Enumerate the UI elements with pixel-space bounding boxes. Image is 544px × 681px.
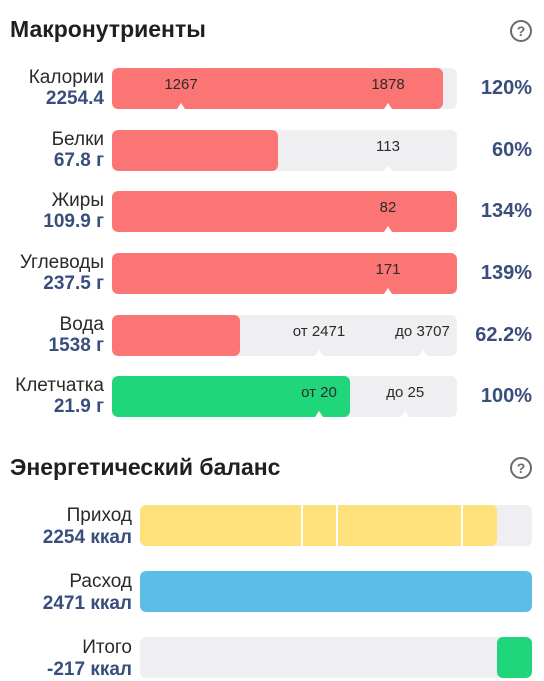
energy-value: -217 ккал — [47, 659, 132, 680]
macro-name: Калории — [28, 67, 104, 88]
macro-name: Белки — [51, 129, 104, 150]
macro-target-tick — [418, 350, 427, 356]
macro-progress-bar: 113 — [112, 130, 457, 171]
macro-label: Калории 2254.4 — [29, 67, 104, 109]
energy-name: Приход — [66, 505, 132, 526]
macro-name: Вода — [59, 314, 104, 335]
energy-segment-divider — [300, 505, 303, 546]
energy-row: Итого -217 ккал — [0, 635, 544, 681]
macro-label: Клетчатка 21.9 г — [15, 375, 104, 417]
macro-progress-bar: 82 — [112, 191, 457, 232]
energy-label: Расход 2471 ккал — [43, 571, 132, 615]
macro-target-tick — [315, 350, 323, 356]
macro-target-label: до 3707 — [395, 323, 450, 340]
macro-progress-fill — [112, 376, 351, 417]
macro-value: 2254.4 — [45, 88, 104, 109]
macro-progress-bar: 171 — [112, 253, 457, 294]
macro-percent: 62.2% — [475, 324, 532, 346]
energy-section-title: Энергетический баланс — [10, 454, 281, 480]
macro-target-tick — [384, 103, 392, 109]
macro-target-label: до 25 — [386, 384, 425, 401]
macro-value: 237.5 г — [43, 273, 104, 294]
energy-label: Итого -217 ккал — [47, 637, 132, 681]
energy-progress-bar — [140, 571, 532, 612]
macro-percent: 120% — [480, 77, 532, 99]
macro-progress-bar: от 20 до 25 — [112, 376, 457, 417]
energy-name: Итого — [82, 637, 132, 658]
macro-name: Жиры — [51, 190, 104, 211]
macro-percent: 100% — [480, 385, 532, 407]
macro-target-tick — [384, 226, 392, 232]
macro-progress-fill — [112, 68, 444, 109]
macro-target-label: 113 — [376, 138, 400, 155]
macro-name: Углеводы — [19, 252, 104, 273]
energy-segment-divider — [336, 505, 338, 546]
energy-row: Расход 2471 ккал — [0, 569, 544, 615]
energy-value: 2471 ккал — [42, 593, 132, 614]
macro-target-label: 1878 — [371, 76, 405, 93]
macro-target-tick — [315, 411, 323, 417]
macro-progress-fill — [112, 253, 457, 294]
macro-row: Углеводы 237.5 г 171 139% — [0, 252, 544, 296]
macro-progress-fill — [112, 315, 240, 356]
energy-name: Расход — [69, 571, 132, 592]
macro-progress-fill — [112, 130, 278, 171]
macro-target-label: от 20 — [301, 384, 337, 401]
energy-segment-divider — [461, 505, 464, 546]
energy-progress-fill — [140, 505, 497, 546]
macro-value: 67.8 г — [53, 150, 104, 171]
macro-target-tick — [177, 103, 185, 109]
macro-label: Жиры 109.9 г — [43, 190, 104, 232]
macro-percent: 139% — [480, 262, 532, 284]
macro-label: Углеводы 237.5 г — [20, 252, 104, 294]
macro-label: Вода 1538 г — [49, 314, 104, 356]
macro-row: Калории 2254.4 1267 1878 120% — [0, 67, 544, 111]
energy-row: Приход 2254 ккал — [0, 503, 544, 549]
macro-section-title: Макронутриенты — [10, 16, 206, 42]
macro-help-icon[interactable]: ? — [510, 20, 532, 42]
energy-progress-bar — [140, 505, 532, 546]
energy-progress-bar — [140, 637, 532, 678]
macro-value: 1538 г — [48, 335, 104, 356]
macro-name: Клетчатка — [15, 375, 104, 396]
macro-value: 21.9 г — [53, 396, 104, 417]
macro-row: Клетчатка 21.9 г от 20 до 25 100% — [0, 375, 544, 419]
macro-progress-bar: 1267 1878 — [112, 68, 457, 109]
macro-row: Белки 67.8 г 113 60% — [0, 129, 544, 173]
energy-value: 2254 ккал — [42, 527, 132, 548]
macro-target-label: 1267 — [164, 76, 198, 93]
macro-value: 109.9 г — [43, 211, 104, 232]
macro-target-tick — [401, 411, 410, 417]
macro-target-label: 82 — [379, 199, 397, 216]
energy-progress-fill — [140, 571, 532, 612]
macro-progress-bar: от 2471 до 3707 — [112, 315, 457, 356]
macro-row: Жиры 109.9 г 82 134% — [0, 190, 544, 234]
macro-row: Вода 1538 г от 2471 до 3707 62.2% — [0, 314, 544, 358]
energy-label: Приход 2254 ккал — [43, 505, 132, 549]
macro-percent: 134% — [480, 200, 532, 222]
macro-progress-fill — [112, 191, 457, 232]
macro-label: Белки 67.8 г — [52, 129, 104, 171]
macro-target-label: от 2471 — [292, 323, 346, 340]
macro-target-tick — [384, 165, 392, 171]
macro-percent: 60% — [491, 139, 532, 161]
macro-target-label: 171 — [375, 261, 401, 278]
macro-target-tick — [384, 288, 392, 294]
energy-help-icon[interactable]: ? — [510, 457, 532, 479]
energy-progress-fill — [496, 637, 532, 678]
